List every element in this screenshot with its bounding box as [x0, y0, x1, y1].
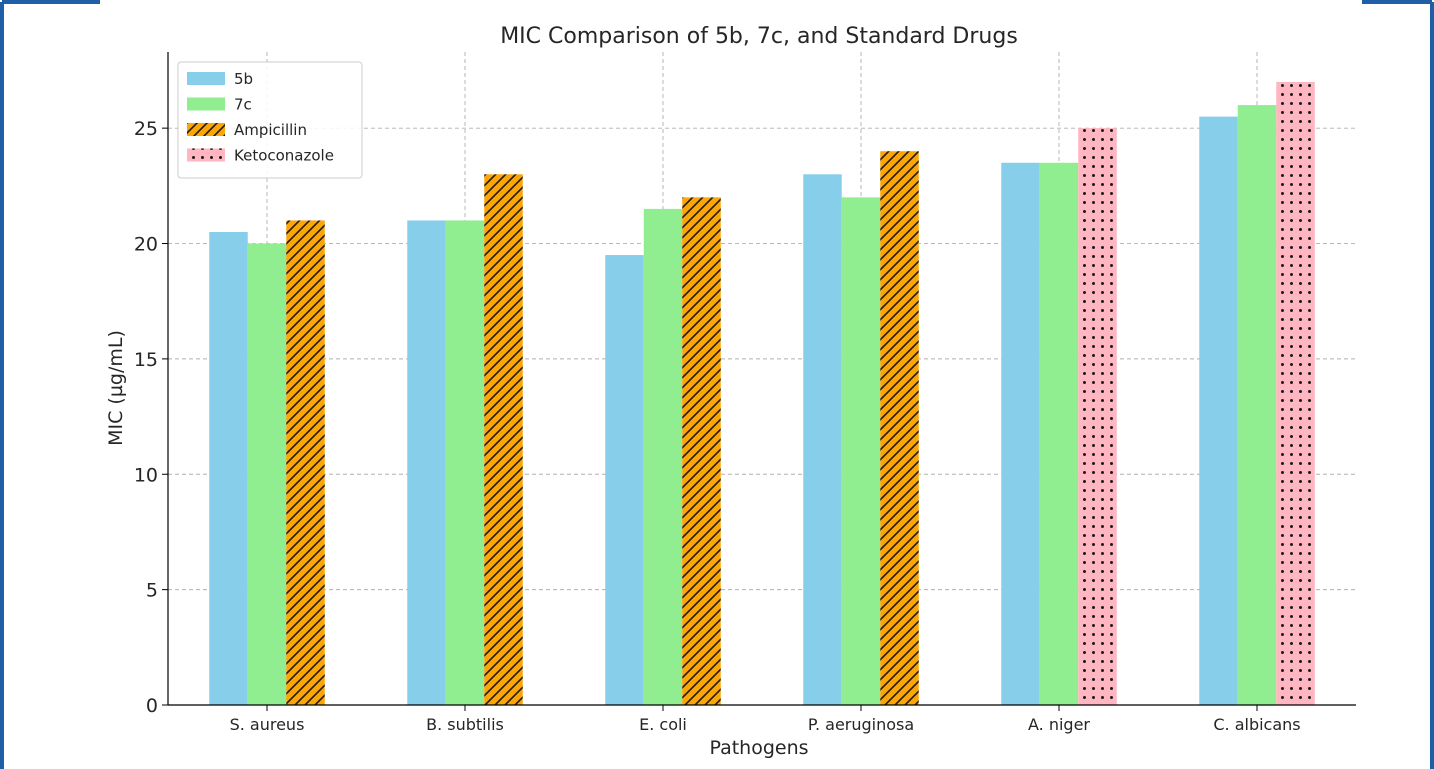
- x-tick-label: S. aureus: [230, 715, 305, 734]
- bar-5b-a-niger: [1001, 162, 1040, 706]
- bar-ampicillin-p-aeruginosa: [880, 151, 919, 705]
- y-tick-label: 25: [134, 118, 158, 140]
- y-tick-label: 5: [146, 580, 158, 602]
- legend-label-5b: 5b: [234, 70, 253, 88]
- y-tick-label: 10: [134, 464, 158, 486]
- bar-5b-c-albicans: [1199, 116, 1238, 705]
- bars: [209, 81, 1315, 706]
- bar-7c-e-coli: [643, 208, 683, 705]
- chart-title: MIC Comparison of 5b, 7c, and Standard D…: [500, 24, 1018, 49]
- x-tick-label: A. niger: [1028, 715, 1090, 734]
- bar-ketoconazole-c-albicans: [1276, 81, 1315, 706]
- legend-swatch-ampicillin: [187, 123, 225, 136]
- bar-ampicillin-b-subtilis: [484, 174, 523, 706]
- bar-7c-s-aureus: [247, 243, 287, 705]
- legend-label-ampicillin: Ampicillin: [234, 121, 307, 139]
- bar-ketoconazole-a-niger: [1078, 128, 1117, 705]
- y-tick-label: 20: [134, 234, 158, 256]
- bar-7c-c-albicans: [1237, 105, 1277, 705]
- y-tick-label: 15: [134, 349, 158, 371]
- legend-label-ketoconazole: Ketoconazole: [234, 147, 334, 165]
- x-tick-label: E. coli: [639, 715, 687, 734]
- bar-ampicillin-e-coli: [682, 197, 721, 705]
- x-tick-label: C. albicans: [1213, 715, 1300, 734]
- y-axis-label: MIC (µg/mL): [105, 330, 127, 446]
- legend-swatch-7c: [187, 97, 225, 111]
- legend-swatch-5b: [187, 72, 225, 85]
- axes: 0 5 10 15 20 25 S. aureus B. subtilis E. coli P. …: [134, 52, 1356, 734]
- y-tick-label: 0: [146, 695, 158, 717]
- bar-5b-b-subtilis: [407, 220, 446, 705]
- x-tick-label: B. subtilis: [426, 715, 504, 734]
- legend-label-7c: 7c: [234, 96, 252, 114]
- bar-7c-p-aeruginosa: [841, 197, 881, 705]
- x-axis-label: Pathogens: [709, 737, 808, 759]
- bar-5b-s-aureus: [209, 231, 248, 705]
- legend: 5b 7c Ampicillin Ketoconazole: [177, 61, 363, 179]
- bar-ampicillin-s-aureus: [286, 220, 325, 705]
- legend-swatch-ketoconazole: [187, 148, 225, 162]
- bar-5b-e-coli: [605, 255, 644, 705]
- x-tick-label: P. aeruginosa: [808, 715, 914, 734]
- bar-7c-b-subtilis: [445, 220, 485, 705]
- bar-7c-a-niger: [1039, 162, 1079, 706]
- bar-5b-p-aeruginosa: [803, 174, 842, 706]
